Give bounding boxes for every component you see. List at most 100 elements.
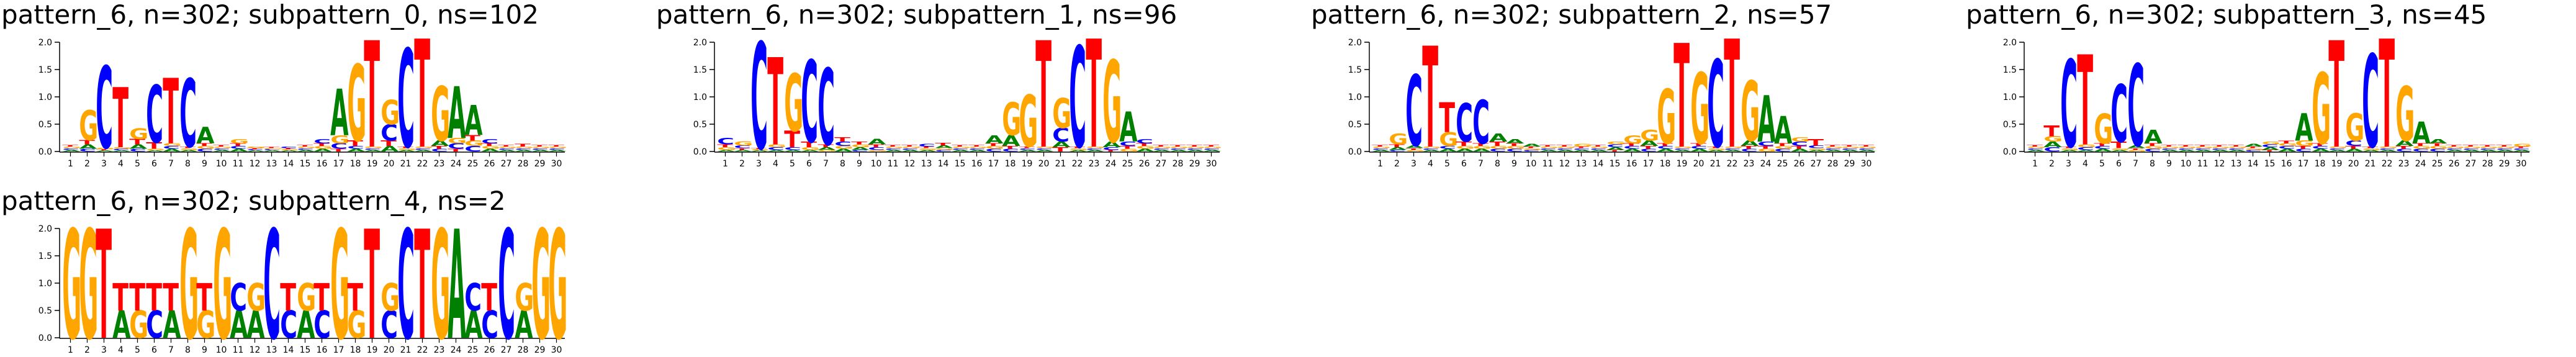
logo-letter-G: G [2278,143,2297,147]
logo-letter-G: G [868,150,887,152]
logo-letter-G: G [414,146,433,148]
logo-letter-G: G [734,140,753,147]
logo-letter-C: C [2177,148,2195,150]
y-tick-label: 1.5 [693,65,707,75]
logo-letter-G: G [1372,146,1391,148]
logo-letter-G: G [1824,146,1844,148]
x-tick-label: 1 [68,345,73,354]
logo-letter-A: A [918,150,937,152]
logo-letter-G: G [885,146,904,148]
logo-letter-C: C [448,142,465,150]
logo-letter-G: G [1456,145,1475,150]
x-tick-label: 25 [2432,159,2443,169]
logo-letter-G: G [2395,72,2415,159]
x-tick-label: 27 [2466,159,2477,169]
logo-letter-G: G [481,145,500,150]
logo-letter-T: T [1673,15,1690,181]
x-tick-label: 16 [317,345,328,354]
x-tick-label: 3 [756,159,762,169]
x-tick-label: 28 [1173,159,1184,169]
logo-letter-A: A [1002,133,1020,150]
logo-letter-G: G [1539,146,1559,148]
logo-letter-G: G [230,138,249,145]
logo-letter-A: A [464,303,482,347]
logo-letter-C: C [2228,148,2245,150]
y-tick-label: 0.0 [693,147,707,157]
logo-letter-C: C [330,142,348,150]
logo-letter-A: A [834,148,852,153]
x-tick-label: 30 [2516,159,2527,169]
logo-letter-A: A [112,150,131,152]
logo-letter-T: T [96,149,112,151]
logo-letter-A: A [968,150,987,152]
logo-letter-G: G [935,148,954,150]
logo-letter-C: C [2161,148,2178,150]
logo-letter-G: G [2412,145,2431,150]
logo-letter-C: C [1019,148,1036,150]
logo-letter-C: C [146,70,163,162]
logo-letter-G: G [1203,146,1222,148]
logo-letter-A: A [347,148,365,153]
logo-letter-A: A [2261,147,2279,151]
x-tick-label: 2 [2049,159,2055,169]
x-tick-label: 18 [1660,159,1671,169]
logo-letter-A: A [1774,108,1792,152]
logo-letter-G: G [1086,146,1105,148]
logo-letter-T: T [2496,145,2513,147]
logo-letter-G: G [531,199,551,354]
logo-letter-T: T [431,145,448,150]
logo-letter-T: T [2412,143,2429,147]
logo-letter-A: A [448,199,466,354]
logo-letter-T: T [1606,150,1623,152]
logo-letter-A: A [2496,150,2515,152]
logo-letter-T: T [397,146,414,148]
logo-letter-C: C [2429,148,2446,153]
logo-letter-A: A [2395,139,2414,148]
x-tick-label: 4 [2083,159,2088,169]
logo-letter-C: C [2211,148,2228,150]
logo-letter-G: G [1640,127,1659,144]
logo-letter-T: T [498,145,515,147]
logo-letter-A: A [464,97,482,145]
logo-letter-C: C [498,148,515,150]
x-tick-label: 11 [2197,159,2209,169]
logo-letter-C: C [2060,35,2078,175]
x-tick-label: 3 [1411,159,1416,169]
logo-letter-C: C [1389,150,1406,152]
x-tick-label: 16 [1626,159,1637,169]
logo-letter-C: C [1623,145,1641,150]
logo-letter-A: A [2412,116,2431,151]
logo-letter-A: A [179,150,198,152]
logo-letter-A: A [448,73,466,155]
x-tick-label: 15 [300,159,311,169]
x-tick-label: 12 [2214,159,2225,169]
logo-letter-G: G [1690,53,1709,166]
x-tick-label: 26 [1139,159,1150,169]
logo-letter-A: A [230,148,248,153]
logo-letter-G: G [1556,146,1575,148]
x-tick-label: 27 [501,159,512,169]
logo-letter-C: C [1690,145,1708,150]
logo-letter-G: G [1489,145,1508,150]
logo-letter-A: A [1456,148,1474,153]
x-tick-label: 6 [151,159,157,169]
logo-letter-A: A [297,303,315,347]
logo-letter-C: C [2362,29,2379,177]
logo-letter-T: T [313,276,330,320]
x-tick-label: 15 [300,345,311,354]
x-tick-label: 20 [1038,159,1050,169]
logo-letter-T: T [1489,140,1505,148]
x-tick-label: 10 [871,159,882,169]
logo-letter-C: C [1757,140,1775,148]
logo-letter-C: C [2446,148,2463,150]
logo-letter-A: A [1372,150,1390,152]
x-tick-label: 17 [988,159,999,169]
y-tick-label: 1.0 [693,93,707,102]
logo-letter-T: T [481,143,498,147]
logo-letter-T: T [2395,145,2412,150]
logo-letter-C: C [717,136,734,147]
logo-letter-G: G [1673,146,1693,148]
x-tick-label: 7 [2133,159,2138,169]
y-tick-label: 0.5 [693,120,707,130]
logo-letter-C: C [1086,148,1103,150]
